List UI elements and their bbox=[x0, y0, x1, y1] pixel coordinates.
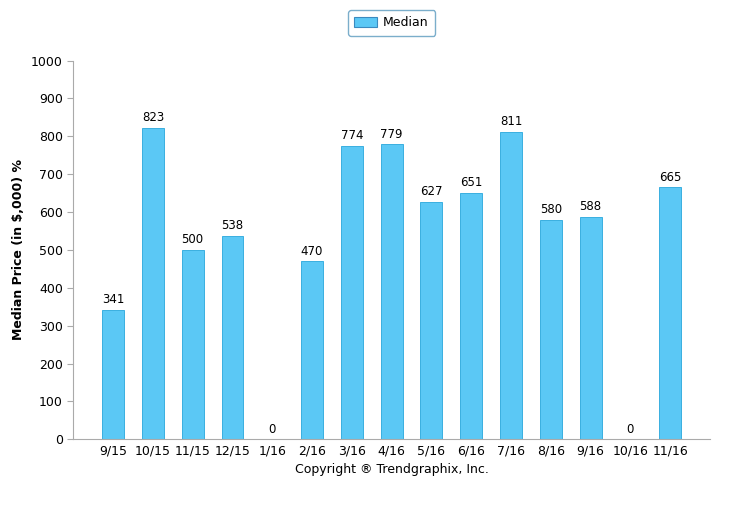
Text: 823: 823 bbox=[142, 111, 164, 124]
X-axis label: Copyright ® Trendgraphix, Inc.: Copyright ® Trendgraphix, Inc. bbox=[295, 463, 488, 476]
Bar bbox=[341, 146, 363, 439]
Text: 341: 341 bbox=[102, 293, 124, 307]
Bar bbox=[182, 250, 203, 439]
Text: 0: 0 bbox=[627, 423, 634, 435]
Bar bbox=[420, 202, 442, 439]
Text: 665: 665 bbox=[659, 171, 681, 184]
Text: 774: 774 bbox=[340, 129, 363, 142]
Text: 651: 651 bbox=[460, 176, 482, 189]
Bar bbox=[580, 217, 602, 439]
Bar bbox=[460, 193, 482, 439]
Text: 580: 580 bbox=[539, 203, 562, 216]
Bar bbox=[660, 187, 681, 439]
Bar bbox=[142, 128, 164, 439]
Text: 538: 538 bbox=[221, 219, 244, 232]
Bar bbox=[222, 235, 244, 439]
Text: 779: 779 bbox=[381, 128, 403, 140]
Bar bbox=[381, 144, 403, 439]
Text: 470: 470 bbox=[301, 244, 324, 258]
Text: 588: 588 bbox=[580, 200, 602, 213]
Bar bbox=[500, 132, 522, 439]
Text: 500: 500 bbox=[182, 233, 203, 246]
Bar bbox=[539, 220, 561, 439]
Bar bbox=[301, 262, 323, 439]
Y-axis label: Median Price (in $,000) %: Median Price (in $,000) % bbox=[12, 160, 26, 340]
Text: 811: 811 bbox=[500, 116, 522, 128]
Text: 627: 627 bbox=[420, 185, 443, 198]
Legend: Median: Median bbox=[348, 10, 435, 35]
Text: 0: 0 bbox=[269, 423, 276, 435]
Bar bbox=[102, 310, 124, 439]
